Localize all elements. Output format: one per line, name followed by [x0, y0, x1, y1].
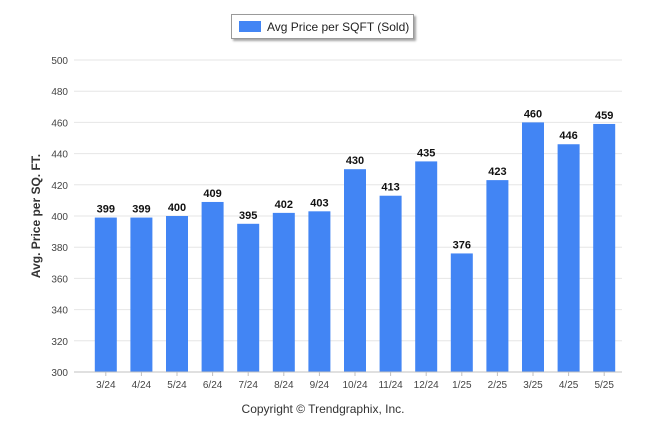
- y-axis-title: Avg. Price per SQ. FT.: [29, 154, 43, 278]
- data-label: 409: [203, 188, 221, 200]
- data-label: 459: [595, 110, 613, 122]
- x-tick-label: 2/25: [488, 380, 508, 391]
- y-tick-label: 440: [51, 150, 68, 161]
- data-label: 376: [453, 239, 471, 251]
- data-label: 399: [132, 204, 150, 216]
- data-label: 399: [97, 204, 115, 216]
- data-label: 400: [168, 202, 186, 214]
- bar: [379, 195, 402, 372]
- y-tick-label: 400: [51, 212, 68, 223]
- y-tick-label: 320: [51, 337, 68, 348]
- chart-legend: Avg Price per SQFT (Sold): [231, 14, 414, 39]
- x-tick-label: 3/25: [523, 380, 543, 391]
- bar: [272, 212, 295, 372]
- data-label: 423: [488, 166, 506, 178]
- data-label: 435: [417, 147, 435, 159]
- bar: [593, 123, 616, 373]
- bar: [237, 223, 260, 372]
- y-tick-label: 420: [51, 181, 68, 192]
- y-tick-label: 380: [51, 243, 68, 254]
- copyright-text: Copyright © Trendgraphix, Inc.: [241, 402, 405, 416]
- x-tick-label: 9/24: [310, 380, 330, 391]
- data-label: 403: [310, 197, 328, 209]
- data-label: 413: [381, 182, 399, 194]
- bar: [166, 216, 188, 372]
- y-tick-label: 500: [51, 56, 68, 67]
- bar: [130, 217, 153, 372]
- x-tick-label: 6/24: [203, 380, 223, 391]
- data-label: 430: [346, 155, 364, 167]
- data-label: 446: [559, 130, 577, 142]
- x-tick-label: 5/25: [594, 380, 614, 391]
- bar: [522, 122, 544, 373]
- bar: [557, 144, 580, 372]
- bar: [94, 217, 117, 372]
- bar: [344, 169, 366, 372]
- x-tick-label: 7/24: [238, 380, 258, 391]
- data-label: 460: [524, 108, 542, 120]
- x-tick-label: 8/24: [274, 380, 294, 391]
- x-tick-label: 10/24: [342, 380, 367, 391]
- data-label: 402: [275, 199, 293, 211]
- x-tick-label: 5/24: [167, 380, 187, 391]
- bar: [308, 211, 331, 372]
- y-tick-label: 460: [51, 118, 68, 129]
- legend-label: Avg Price per SQFT (Sold): [267, 19, 410, 34]
- x-tick-label: 3/24: [96, 380, 116, 391]
- y-tick-label: 360: [51, 274, 68, 285]
- x-tick-label: 4/25: [559, 380, 579, 391]
- x-tick-label: 12/24: [414, 380, 439, 391]
- y-tick-label: 340: [51, 306, 68, 317]
- bar: [201, 201, 224, 372]
- x-tick-label: 11/24: [378, 380, 403, 391]
- bar: [415, 161, 438, 372]
- legend-swatch: [239, 21, 261, 32]
- bar: [486, 180, 509, 372]
- y-tick-label: 480: [51, 87, 68, 98]
- x-tick-label: 4/24: [132, 380, 152, 391]
- x-tick-label: 1/25: [452, 380, 472, 391]
- data-label: 395: [239, 210, 257, 222]
- y-tick-label: 300: [51, 368, 68, 379]
- bar: [450, 253, 473, 372]
